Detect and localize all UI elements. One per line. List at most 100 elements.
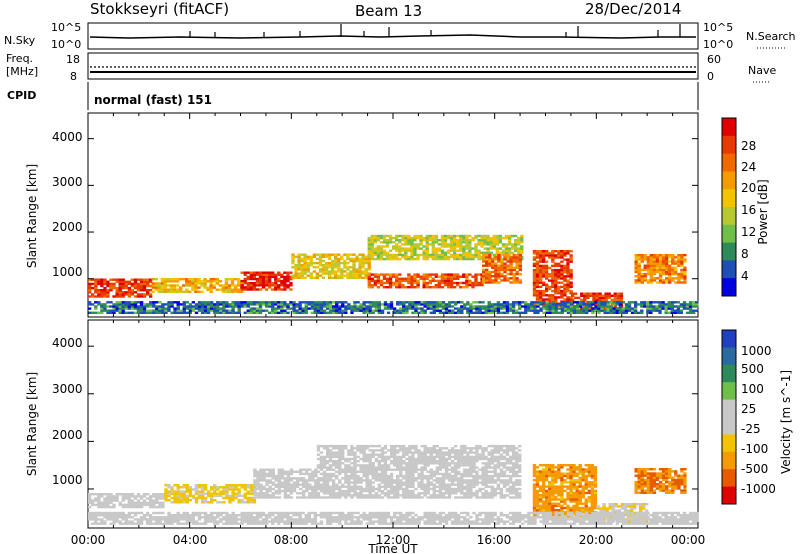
- power-cell-5: [370, 243, 374, 246]
- velocity-cell-3: [374, 487, 379, 491]
- velocity-cell-1: [213, 484, 217, 487]
- power-cell-9: [680, 256, 684, 259]
- velocity-cell-4: [532, 500, 537, 503]
- power-cell-10: [213, 309, 217, 312]
- power-cell-5: [471, 253, 475, 257]
- power-cell-1: [166, 280, 171, 283]
- power-cell-10: [94, 305, 98, 308]
- velocity-cell-3: [380, 466, 385, 469]
- velocity-cell-3: [408, 455, 412, 459]
- power-cell-10: [396, 301, 400, 304]
- power-cell-10: [661, 307, 665, 310]
- velocity-cell-1: [207, 492, 211, 495]
- power-cell-7: [563, 279, 567, 282]
- power-cell-10: [124, 311, 128, 314]
- velocity-cell-3: [389, 451, 394, 454]
- velocity-cell-3: [399, 470, 403, 473]
- velocity-cell-3: [515, 459, 519, 463]
- power-cell-5: [446, 243, 451, 246]
- power-cell-0: [115, 289, 119, 292]
- power-cell-10: [368, 309, 372, 312]
- velocity-cell-1: [222, 496, 226, 500]
- power-cell-7: [541, 256, 546, 259]
- power-cell-2: [246, 275, 250, 279]
- power-heatmap-cells: [87, 113, 699, 317]
- power-cell-2: [271, 275, 275, 279]
- velocity-cell-1: [176, 486, 180, 489]
- velocity-cell-3: [399, 457, 403, 461]
- power-cell-5: [401, 236, 405, 240]
- velocity-cell-3: [347, 477, 351, 480]
- power-cell-9: [640, 272, 644, 276]
- velocity-cell-1: [203, 488, 208, 491]
- velocity-cell-3: [481, 474, 485, 478]
- power-cell-10: [582, 303, 586, 306]
- power-cell-5: [459, 241, 463, 244]
- velocity-cell-3: [377, 477, 381, 480]
- power-cell-7: [545, 277, 549, 280]
- power-cell-5: [462, 241, 466, 244]
- power-cell-5: [520, 236, 524, 240]
- power-cell-7: [569, 289, 573, 293]
- velocity-cell-3: [356, 455, 360, 459]
- power-cell-9: [652, 272, 657, 276]
- velocity-cell-3: [341, 451, 345, 454]
- velocity-cell-3: [429, 447, 433, 450]
- power-cell-9: [661, 258, 666, 261]
- power-cell-5: [486, 239, 490, 242]
- power-cell-6: [488, 264, 492, 267]
- power-cell-7: [545, 285, 549, 289]
- power-cell-10: [280, 307, 284, 310]
- power-cell-5: [459, 236, 463, 240]
- power-cell-10: [146, 311, 150, 314]
- power-cell-10: [405, 307, 409, 310]
- power-cell-10: [341, 305, 345, 308]
- velocity-cell-3: [508, 462, 513, 465]
- power-cell-8: [613, 305, 617, 308]
- power-cell-10: [228, 303, 232, 306]
- power-cell-10: [527, 303, 531, 306]
- velocity-cell-3: [487, 485, 491, 488]
- power-cell-10: [359, 307, 363, 310]
- velocity-cell-2: [271, 494, 275, 497]
- velocity-cell-1: [182, 496, 186, 500]
- velocity-cell-2: [314, 483, 318, 486]
- power-cell-5: [404, 253, 408, 257]
- power-cell-5: [501, 251, 506, 254]
- power-cell-10: [170, 301, 174, 304]
- power-cell-10: [356, 307, 360, 310]
- power-cell-10: [332, 301, 336, 304]
- velocity-cell-3: [338, 453, 342, 456]
- velocity-cell-3: [450, 468, 455, 471]
- power-cell-3: [297, 261, 301, 265]
- velocity-cell-3: [457, 472, 461, 476]
- velocity-cell-3: [423, 489, 427, 493]
- velocity-cell-3: [469, 487, 473, 491]
- power-cell-10: [399, 307, 403, 310]
- power-cell-5: [465, 241, 469, 244]
- power-cell-10: [515, 301, 519, 304]
- power-cell-0: [112, 295, 116, 298]
- power-cell-0: [124, 286, 128, 290]
- velocity-cell-3: [368, 485, 372, 488]
- velocity-cell-3: [481, 453, 485, 456]
- power-cell-1: [200, 282, 204, 285]
- power-cell-2: [289, 288, 293, 291]
- power-cell-10: [231, 305, 235, 308]
- power-cell-10: [292, 311, 296, 314]
- power-cell-10: [615, 303, 619, 306]
- power-cell-7: [532, 271, 537, 274]
- velocity-cell-3: [447, 453, 452, 456]
- velocity-cell-3: [319, 496, 324, 499]
- power-cell-7: [563, 292, 567, 295]
- power-cell-4: [407, 277, 411, 280]
- velocity-cell-3: [371, 462, 375, 465]
- power-cell-1: [200, 280, 204, 283]
- velocity-cell-3: [344, 481, 348, 484]
- power-cell-0: [139, 280, 144, 283]
- power-cell-7: [541, 275, 546, 278]
- power-cell-6: [500, 262, 504, 265]
- velocity-cell-0: [94, 493, 98, 496]
- power-cell-10: [292, 305, 296, 308]
- power-cell-4: [434, 286, 439, 289]
